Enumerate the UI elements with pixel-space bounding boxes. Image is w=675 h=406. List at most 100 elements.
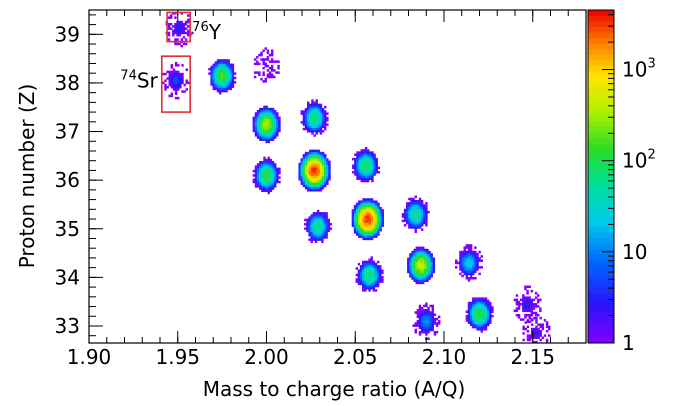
histogram-bin xyxy=(264,64,267,68)
histogram-bin xyxy=(311,184,314,188)
histogram-bin xyxy=(271,167,275,171)
histogram-bin xyxy=(368,267,371,270)
histogram-bin xyxy=(379,269,382,272)
histogram-bin xyxy=(425,224,428,227)
histogram-bin xyxy=(326,123,329,126)
histogram-bin xyxy=(313,171,316,175)
histogram-bin xyxy=(314,216,318,219)
histogram-bin xyxy=(467,259,471,262)
histogram-bin xyxy=(467,319,471,322)
histogram-bin xyxy=(277,67,280,70)
histogram-bin xyxy=(413,279,416,282)
histogram-bin xyxy=(469,319,473,322)
histogram-bin xyxy=(177,70,180,74)
histogram-bin xyxy=(324,178,327,181)
histogram-bin xyxy=(221,63,224,67)
histogram-bin xyxy=(411,264,414,267)
histogram-bin xyxy=(416,219,420,223)
histogram-bin xyxy=(352,171,355,174)
histogram-bin xyxy=(474,321,477,324)
histogram-bin xyxy=(180,31,184,35)
histogram-bin xyxy=(420,210,424,214)
histogram-bin xyxy=(409,266,412,269)
histogram-bin xyxy=(360,171,363,174)
histogram-bin xyxy=(366,177,370,181)
histogram-bin xyxy=(212,67,215,71)
histogram-bin xyxy=(316,214,320,217)
histogram-bin xyxy=(541,336,545,340)
histogram-bin xyxy=(309,156,312,159)
histogram-bin xyxy=(418,202,422,205)
histogram-bin xyxy=(352,164,355,167)
histogram-bin xyxy=(256,62,259,66)
histogram-bin xyxy=(253,75,257,79)
histogram-bin xyxy=(361,289,365,292)
histogram-bin xyxy=(311,119,314,122)
histogram-bin xyxy=(410,204,413,207)
histogram-bin xyxy=(231,81,235,84)
histogram-bin xyxy=(474,257,477,260)
histogram-bin xyxy=(484,310,488,314)
histogram-bin xyxy=(431,306,434,310)
histogram-bin xyxy=(178,33,181,37)
colorbar-step xyxy=(588,159,614,166)
histogram-bin xyxy=(227,85,230,88)
histogram-bin xyxy=(427,306,430,310)
histogram-bin xyxy=(513,298,517,302)
histogram-bin xyxy=(418,199,422,203)
histogram-bin xyxy=(310,225,313,228)
histogram-bin xyxy=(172,25,175,28)
histogram-bin xyxy=(317,125,321,129)
histogram-bin xyxy=(326,116,329,120)
histogram-bin xyxy=(379,215,382,219)
histogram-bin xyxy=(311,164,314,168)
histogram-bin xyxy=(225,61,228,64)
histogram-bin xyxy=(423,309,426,312)
histogram-bin xyxy=(221,67,224,71)
histogram-bin xyxy=(311,112,314,115)
histogram-bin xyxy=(304,127,308,131)
histogram-bin xyxy=(368,235,372,238)
histogram-bin xyxy=(326,175,329,179)
histogram-bin xyxy=(356,153,359,157)
histogram-bin xyxy=(379,280,382,283)
histogram-bin xyxy=(431,324,434,327)
histogram-bin xyxy=(309,160,312,164)
histogram-bin xyxy=(420,202,424,205)
histogram-bin xyxy=(430,261,433,265)
histogram-bin xyxy=(478,272,481,276)
histogram-bin xyxy=(375,204,378,208)
histogram-bin xyxy=(539,330,542,333)
histogram-bin xyxy=(421,261,425,265)
colorbar-step xyxy=(588,226,614,233)
histogram-bin xyxy=(312,227,316,230)
histogram-bin xyxy=(530,311,534,315)
colorbar-step xyxy=(588,270,614,277)
histogram-bin xyxy=(430,259,433,263)
colorbar-step xyxy=(588,87,614,94)
histogram-bin xyxy=(256,172,260,175)
histogram-bin xyxy=(309,186,312,190)
histogram-bin xyxy=(313,119,316,122)
histogram-bin xyxy=(358,155,361,159)
histogram-bin xyxy=(486,319,490,322)
histogram-bin xyxy=(537,334,540,337)
histogram-bin xyxy=(176,31,179,35)
histogram-bin xyxy=(428,275,431,278)
histogram-bin xyxy=(267,156,270,160)
histogram-bin xyxy=(423,304,426,308)
histogram-bin xyxy=(267,169,270,173)
histogram-bin xyxy=(357,280,361,283)
histogram-bin xyxy=(229,76,233,80)
histogram-bin xyxy=(300,169,304,172)
histogram-bin xyxy=(265,138,268,141)
histogram-bin xyxy=(359,269,363,272)
histogram-bin xyxy=(417,266,421,269)
histogram-bin xyxy=(375,231,378,234)
histogram-bin xyxy=(474,314,477,318)
histogram-bin xyxy=(317,151,321,155)
histogram-bin xyxy=(358,164,361,167)
histogram-bin xyxy=(364,157,368,161)
histogram-bin xyxy=(261,127,264,131)
histogram-bin xyxy=(269,161,273,164)
